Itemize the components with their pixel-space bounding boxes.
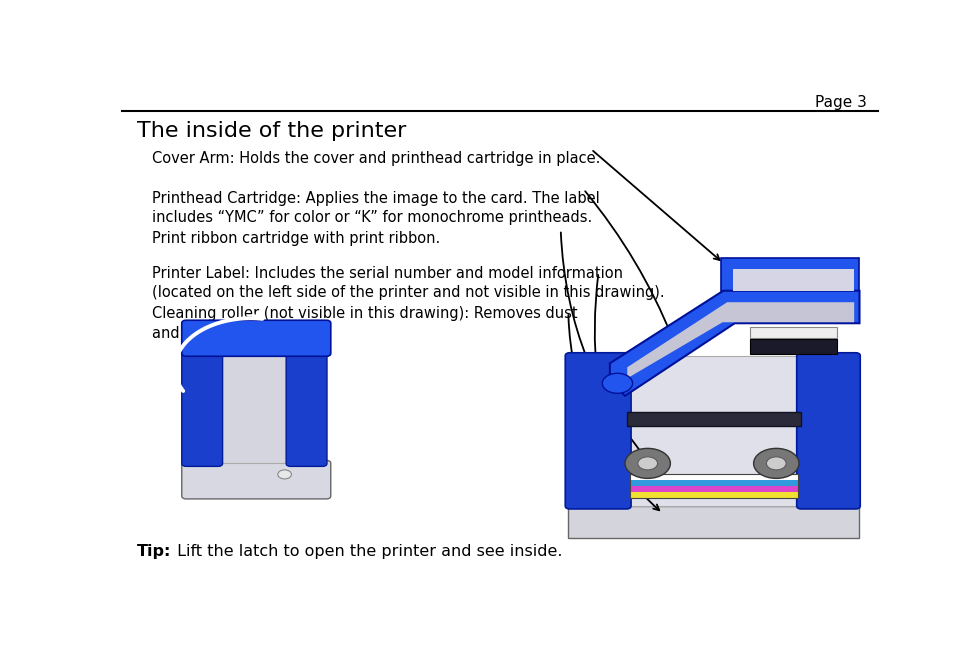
Polygon shape: [568, 506, 860, 538]
Text: The inside of the printer: The inside of the printer: [137, 120, 406, 140]
Polygon shape: [733, 269, 854, 291]
Circle shape: [602, 373, 632, 393]
Bar: [627, 356, 801, 506]
Text: Tip:: Tip:: [137, 545, 172, 560]
Text: Cleaning roller (not visible in this drawing): Removes dust
and debris from card: Cleaning roller (not visible in this dra…: [152, 306, 578, 341]
Bar: [630, 480, 798, 486]
Bar: [627, 412, 801, 426]
Circle shape: [753, 448, 799, 478]
Bar: [630, 474, 798, 499]
Text: Print ribbon cartridge with print ribbon.: Print ribbon cartridge with print ribbon…: [152, 231, 445, 246]
FancyBboxPatch shape: [218, 343, 291, 463]
FancyBboxPatch shape: [182, 320, 331, 356]
Polygon shape: [628, 302, 854, 378]
Circle shape: [625, 448, 671, 478]
Polygon shape: [721, 258, 860, 291]
FancyBboxPatch shape: [182, 340, 223, 467]
Bar: [750, 339, 836, 354]
Text: Cover Arm: Holds the cover and printhead cartridge in place.: Cover Arm: Holds the cover and printhead…: [152, 151, 600, 166]
Text: Printer Label: Includes the serial number and model information
(located on the : Printer Label: Includes the serial numbe…: [152, 266, 665, 300]
Bar: [630, 474, 798, 480]
Bar: [630, 493, 798, 499]
FancyBboxPatch shape: [796, 353, 860, 509]
Circle shape: [278, 470, 292, 479]
FancyBboxPatch shape: [286, 340, 327, 467]
Text: Page 3: Page 3: [815, 94, 867, 109]
Circle shape: [766, 457, 786, 470]
Circle shape: [638, 457, 658, 470]
Text: Lift the latch to open the printer and see inside.: Lift the latch to open the printer and s…: [172, 545, 562, 560]
Bar: [630, 486, 798, 493]
Text: Printhead Cartridge: Applies the image to the card. The label
includes “YMC” for: Printhead Cartridge: Applies the image t…: [152, 190, 600, 226]
FancyBboxPatch shape: [565, 353, 631, 509]
Bar: [750, 327, 836, 338]
FancyBboxPatch shape: [182, 460, 331, 499]
Polygon shape: [610, 291, 860, 396]
